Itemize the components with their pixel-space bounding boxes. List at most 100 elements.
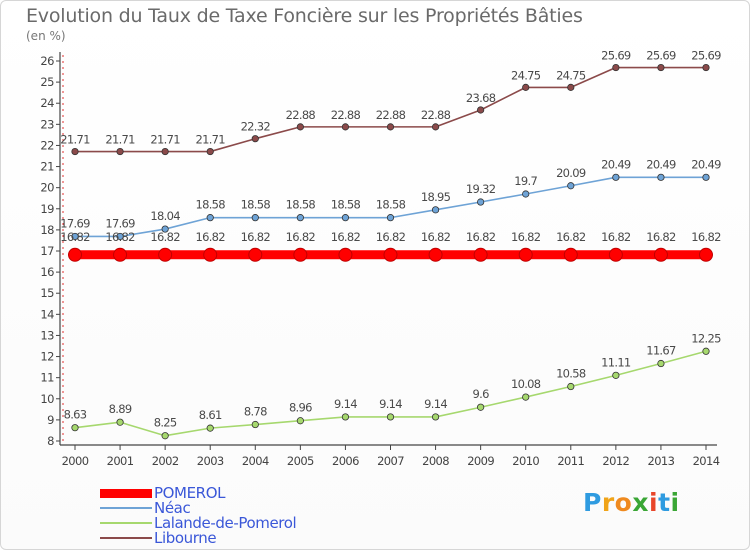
point-n-ac xyxy=(702,173,710,181)
data-label-n-ac: 18.58 xyxy=(286,198,316,212)
point-pomerol xyxy=(608,247,623,262)
legend-swatch-libourne xyxy=(100,537,152,539)
x-tick-label: 2009 xyxy=(467,454,494,468)
point-lalande-de-pomerol xyxy=(431,413,440,421)
y-tick-label: 9 xyxy=(47,413,54,427)
y-tick-label: 15 xyxy=(40,286,54,300)
y-tick-label: 19 xyxy=(40,202,54,216)
data-label-pomerol: 16.82 xyxy=(195,230,225,244)
unit-label: (en %) xyxy=(26,29,66,43)
point-libourne xyxy=(206,147,214,156)
proxiti-logo: Proxiti xyxy=(583,488,680,517)
x-tick-label: 2004 xyxy=(242,454,269,468)
point-n-ac xyxy=(567,182,575,190)
point-libourne xyxy=(431,123,440,131)
point-pomerol xyxy=(428,247,443,262)
data-label-libourne: 25.69 xyxy=(646,49,676,63)
legend-swatch-lalande-de-pomerol xyxy=(100,522,152,524)
point-n-ac xyxy=(116,232,124,241)
y-tick-label: 26 xyxy=(40,54,54,68)
data-label-n-ac: 18.58 xyxy=(195,198,225,212)
point-libourne xyxy=(116,147,124,156)
data-label-lalande-de-pomerol: 11.11 xyxy=(601,355,631,369)
point-n-ac xyxy=(386,214,395,222)
y-tick-label: 23 xyxy=(40,117,54,131)
data-label-pomerol: 16.82 xyxy=(511,230,541,244)
data-label-lalande-de-pomerol: 8.78 xyxy=(244,405,267,419)
data-label-pomerol: 16.82 xyxy=(286,230,316,244)
data-label-pomerol: 16.82 xyxy=(556,230,586,244)
x-tick-label: 2013 xyxy=(647,454,674,468)
point-pomerol xyxy=(518,247,533,262)
y-tick-label: 18 xyxy=(40,223,54,237)
data-label-libourne: 22.88 xyxy=(421,108,451,122)
point-libourne xyxy=(657,63,665,72)
data-label-lalande-de-pomerol: 11.67 xyxy=(646,344,676,358)
y-tick-label: 12 xyxy=(40,350,54,364)
point-libourne xyxy=(702,63,710,72)
point-lalande-de-pomerol xyxy=(71,424,79,432)
point-pomerol xyxy=(653,247,668,262)
point-n-ac xyxy=(612,173,620,181)
data-label-lalande-de-pomerol: 9.14 xyxy=(424,397,447,411)
legend-label-n-ac: Néac xyxy=(154,499,191,517)
data-label-lalande-de-pomerol: 8.63 xyxy=(64,408,87,422)
data-label-n-ac: 17.69 xyxy=(60,216,90,230)
data-label-n-ac: 18.04 xyxy=(150,209,180,223)
data-label-libourne: 23.68 xyxy=(466,91,496,105)
point-n-ac xyxy=(522,190,530,198)
y-tick-label: 17 xyxy=(40,244,54,258)
point-libourne xyxy=(71,147,79,156)
data-label-libourne: 22.88 xyxy=(376,108,406,122)
point-n-ac xyxy=(341,214,350,222)
data-label-pomerol: 16.82 xyxy=(60,230,90,244)
legend-swatch-n-ac xyxy=(100,507,152,509)
y-tick-label: 25 xyxy=(40,75,54,89)
data-label-libourne: 24.75 xyxy=(556,68,586,82)
data-label-lalande-de-pomerol: 8.25 xyxy=(154,416,177,430)
x-tick-label: 2008 xyxy=(422,454,449,468)
data-label-pomerol: 16.82 xyxy=(646,230,676,244)
x-tick-label: 2006 xyxy=(332,454,359,468)
data-label-libourne: 22.88 xyxy=(286,108,316,122)
point-libourne xyxy=(386,123,395,131)
data-label-pomerol: 16.82 xyxy=(150,230,180,244)
point-lalande-de-pomerol xyxy=(612,371,620,379)
data-label-pomerol: 16.82 xyxy=(691,230,721,244)
data-label-lalande-de-pomerol: 9.14 xyxy=(334,397,357,411)
data-label-libourne: 25.69 xyxy=(601,49,631,63)
point-pomerol xyxy=(158,247,173,262)
point-lalande-de-pomerol xyxy=(567,382,575,391)
y-tick-label: 22 xyxy=(40,138,54,152)
x-tick-label: 2003 xyxy=(197,454,224,468)
point-libourne xyxy=(522,83,530,91)
point-n-ac xyxy=(431,206,440,214)
point-lalande-de-pomerol xyxy=(116,418,124,426)
x-tick-label: 2002 xyxy=(152,454,179,468)
data-label-n-ac: 20.09 xyxy=(556,166,586,180)
data-label-libourne: 24.75 xyxy=(511,68,541,82)
x-tick-label: 2007 xyxy=(377,454,404,468)
logo-letter: P xyxy=(583,488,602,517)
data-label-n-ac: 18.58 xyxy=(376,198,406,212)
point-libourne xyxy=(612,63,620,72)
y-tick-label: 13 xyxy=(40,328,54,342)
logo-letter: t xyxy=(658,488,671,517)
point-libourne xyxy=(477,106,485,114)
data-label-n-ac: 18.95 xyxy=(421,190,451,204)
chart-title: Evolution du Taux de Taxe Foncière sur l… xyxy=(26,5,583,27)
point-lalande-de-pomerol xyxy=(477,403,485,411)
x-tick-label: 2012 xyxy=(602,454,629,468)
point-pomerol xyxy=(383,247,398,262)
x-tick-label: 2011 xyxy=(557,454,584,468)
point-pomerol xyxy=(293,247,308,262)
x-tick-label: 2005 xyxy=(287,454,314,468)
point-lalande-de-pomerol xyxy=(386,413,395,421)
data-label-pomerol: 16.82 xyxy=(331,230,361,244)
point-libourne xyxy=(251,135,259,143)
point-pomerol xyxy=(563,247,578,262)
point-pomerol xyxy=(248,247,263,262)
point-pomerol xyxy=(113,247,128,262)
x-tick-label: 2010 xyxy=(512,454,539,468)
